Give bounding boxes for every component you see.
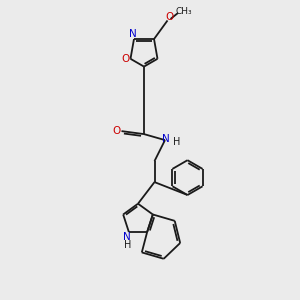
Text: H: H [173, 137, 180, 148]
Text: H: H [124, 239, 131, 250]
Text: O: O [121, 54, 130, 64]
Text: O: O [112, 125, 120, 136]
Text: CH₃: CH₃ [176, 7, 192, 16]
Text: O: O [166, 12, 174, 22]
Text: N: N [162, 134, 170, 145]
Text: N: N [124, 232, 131, 242]
Text: N: N [130, 29, 137, 39]
